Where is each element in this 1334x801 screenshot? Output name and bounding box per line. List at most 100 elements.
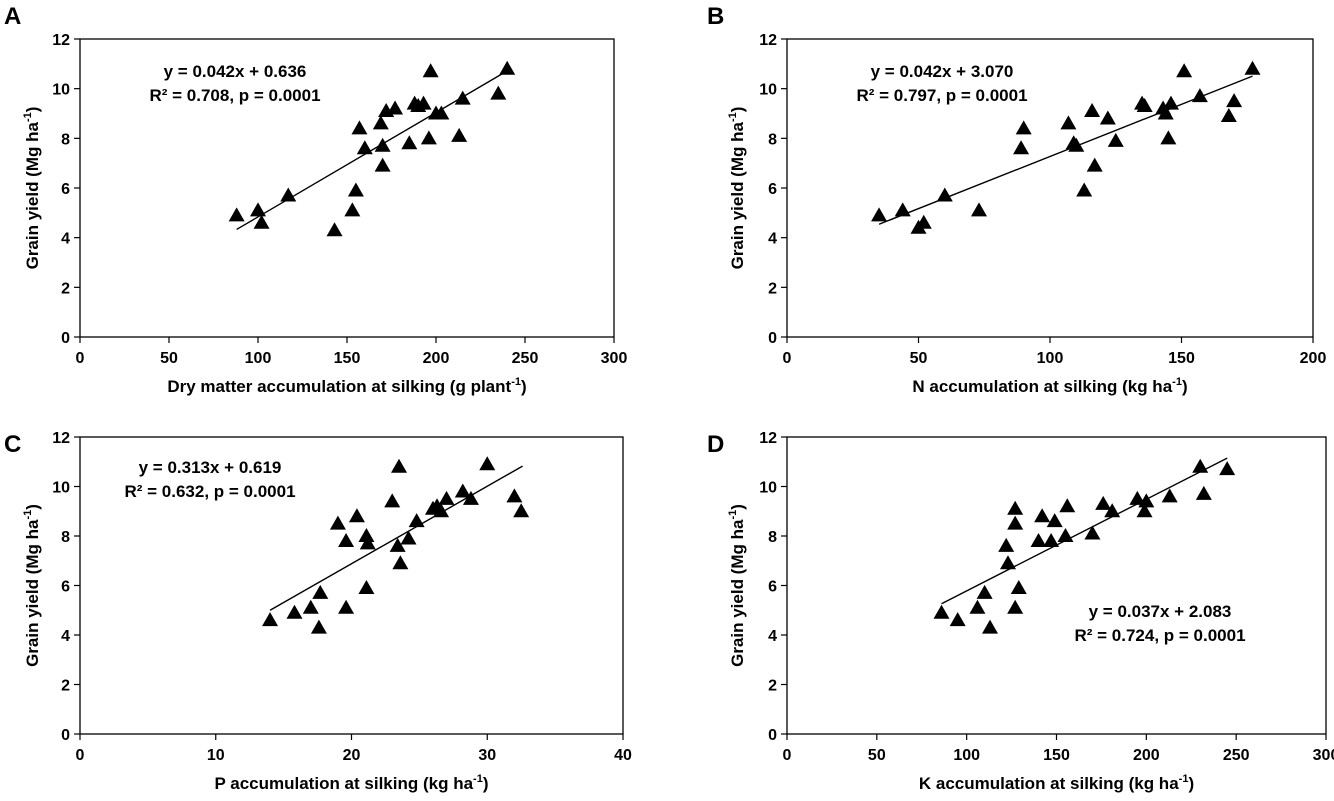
x-tick-label: 0: [76, 350, 85, 367]
x-tick-label: 10: [207, 747, 225, 764]
data-point: [1007, 500, 1024, 515]
regression-equation: y = 0.037x + 2.083: [1089, 602, 1232, 621]
y-axis-label: Grain yield (Mg ha-1): [727, 107, 747, 270]
regression-line: [941, 457, 1228, 605]
x-tick-label: 50: [160, 350, 178, 367]
regression-stats: R² = 0.797, p = 0.0001: [856, 86, 1027, 105]
data-point: [347, 182, 364, 197]
data-point: [915, 214, 932, 229]
y-tick-label: 0: [61, 330, 70, 347]
data-point: [1034, 508, 1051, 523]
data-point: [1015, 120, 1032, 135]
y-tick-label: 10: [759, 82, 777, 99]
y-tick-label: 6: [61, 579, 70, 596]
panel-letter: A: [4, 3, 21, 30]
data-point: [358, 579, 375, 594]
x-tick-label: 200: [1133, 747, 1160, 764]
data-point: [408, 513, 425, 528]
data-point: [392, 555, 409, 570]
x-tick-label: 250: [512, 350, 539, 367]
data-point: [351, 120, 368, 135]
y-tick-label: 8: [61, 131, 70, 148]
x-tick-label: 150: [334, 350, 361, 367]
y-tick-label: 2: [61, 678, 70, 695]
y-tick-label: 6: [61, 181, 70, 198]
panel-letter: B: [707, 3, 724, 30]
x-tick-label: 40: [614, 747, 632, 764]
data-point: [970, 202, 987, 217]
data-point: [1157, 105, 1174, 120]
y-tick-label: 12: [759, 430, 777, 447]
data-point: [871, 207, 888, 222]
data-point: [312, 584, 329, 599]
x-tick-label: 100: [245, 350, 272, 367]
y-axis-label: Grain yield (Mg ha-1): [22, 504, 42, 667]
data-point: [1095, 495, 1112, 510]
data-point: [1160, 130, 1177, 145]
x-tick-label: 300: [1313, 747, 1334, 764]
data-point: [338, 532, 355, 547]
data-point: [1176, 63, 1193, 78]
data-point: [1136, 98, 1153, 113]
data-point: [1007, 599, 1024, 614]
y-tick-label: 10: [52, 480, 70, 497]
data-point: [344, 202, 361, 217]
x-axis-label: Dry matter accumulation at silking (g pl…: [167, 376, 526, 396]
data-point: [1059, 498, 1076, 513]
x-tick-label: 30: [478, 747, 496, 764]
data-point: [359, 535, 376, 550]
data-point: [356, 140, 373, 155]
data-point: [1129, 490, 1146, 505]
y-axis-label: Grain yield (Mg ha-1): [22, 107, 42, 270]
data-point: [490, 85, 507, 100]
data-point: [1043, 532, 1060, 547]
data-point: [894, 202, 911, 217]
data-point: [310, 619, 327, 634]
y-axis-label: Grain yield (Mg ha-1): [727, 504, 747, 667]
data-point: [1084, 525, 1101, 540]
data-point: [401, 135, 418, 150]
data-point: [1244, 60, 1261, 75]
panel-b: B 0 2 4 6 8 10 12 0 50 100 150 200 N accumulation at …: [707, 3, 1326, 396]
data-point: [374, 137, 391, 152]
x-tick-label: 100: [1037, 350, 1064, 367]
y-tick-label: 2: [768, 678, 777, 695]
y-tick-label: 2: [61, 280, 70, 297]
data-point: [1030, 532, 1047, 547]
data-point: [1046, 513, 1063, 528]
plot-frame: [79, 38, 615, 338]
data-point: [1226, 93, 1243, 108]
x-tick-label: 50: [910, 350, 928, 367]
data-point: [338, 599, 355, 614]
data-point: [1161, 488, 1178, 503]
y-tick-label: 0: [61, 727, 70, 744]
x-tick-label: 100: [953, 747, 980, 764]
data-point: [969, 599, 986, 614]
x-tick-label: 150: [1043, 747, 1070, 764]
x-tick-label: 20: [343, 747, 361, 764]
data-point: [387, 100, 404, 115]
data-point: [499, 60, 516, 75]
y-tick-label: 8: [768, 131, 777, 148]
data-point: [415, 95, 432, 110]
data-point: [384, 493, 401, 508]
y-tick-label: 0: [768, 330, 777, 347]
y-tick-label: 2: [768, 280, 777, 297]
data-point: [933, 604, 950, 619]
data-point: [1162, 95, 1179, 110]
y-tick-label: 0: [768, 727, 777, 744]
data-point: [329, 515, 346, 530]
data-point: [976, 584, 993, 599]
data-point: [433, 503, 450, 518]
data-point: [358, 528, 375, 542]
data-point: [506, 488, 523, 503]
data-point: [438, 490, 455, 505]
x-tick-label: 150: [1168, 350, 1195, 367]
data-point: [1068, 137, 1085, 152]
data-point: [253, 214, 270, 229]
x-tick-label: 50: [868, 747, 886, 764]
data-point: [1010, 579, 1027, 594]
regression-line: [269, 465, 523, 611]
y-tick-label: 4: [768, 628, 777, 645]
